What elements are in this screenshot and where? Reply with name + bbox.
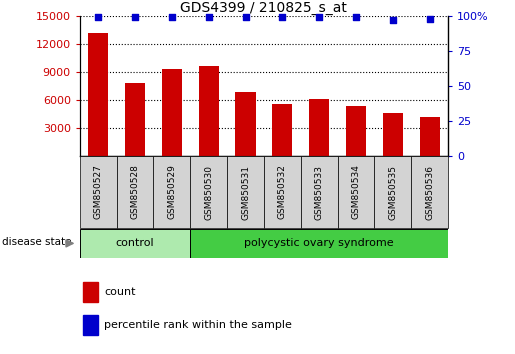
- Text: disease state: disease state: [2, 237, 71, 247]
- Bar: [82, 282, 98, 302]
- FancyBboxPatch shape: [191, 229, 448, 258]
- Text: GSM850531: GSM850531: [241, 165, 250, 219]
- Bar: [272, 104, 293, 156]
- Point: [389, 17, 397, 23]
- Bar: [235, 92, 255, 156]
- Text: GSM850532: GSM850532: [278, 165, 287, 219]
- Text: GSM850536: GSM850536: [425, 165, 434, 219]
- Text: GSM850530: GSM850530: [204, 165, 213, 219]
- FancyBboxPatch shape: [374, 156, 411, 228]
- Bar: [346, 106, 366, 156]
- FancyBboxPatch shape: [301, 156, 338, 228]
- Text: GSM850535: GSM850535: [388, 165, 397, 219]
- FancyBboxPatch shape: [411, 156, 448, 228]
- Bar: [88, 33, 108, 156]
- Bar: [162, 69, 182, 156]
- Text: GSM850527: GSM850527: [94, 165, 102, 219]
- Bar: [420, 116, 440, 156]
- FancyBboxPatch shape: [153, 156, 191, 228]
- Text: polycystic ovary syndrome: polycystic ovary syndrome: [244, 238, 394, 249]
- FancyBboxPatch shape: [80, 156, 116, 228]
- Point: [278, 15, 286, 20]
- Title: GDS4399 / 210825_s_at: GDS4399 / 210825_s_at: [180, 1, 348, 15]
- Point: [315, 15, 323, 20]
- Bar: [309, 99, 329, 156]
- FancyBboxPatch shape: [227, 156, 264, 228]
- FancyBboxPatch shape: [116, 156, 153, 228]
- Point: [204, 15, 213, 20]
- Bar: [82, 315, 98, 335]
- Text: percentile rank within the sample: percentile rank within the sample: [104, 320, 292, 330]
- Text: GSM850533: GSM850533: [315, 165, 323, 219]
- Point: [94, 15, 102, 20]
- FancyBboxPatch shape: [191, 156, 227, 228]
- Bar: [383, 113, 403, 156]
- Text: GSM850529: GSM850529: [167, 165, 176, 219]
- FancyBboxPatch shape: [80, 229, 191, 258]
- Bar: [125, 83, 145, 156]
- Bar: [199, 66, 219, 156]
- Point: [425, 16, 434, 22]
- FancyBboxPatch shape: [338, 156, 374, 228]
- Text: count: count: [104, 287, 135, 297]
- Text: control: control: [116, 238, 154, 249]
- Text: GSM850528: GSM850528: [131, 165, 140, 219]
- FancyBboxPatch shape: [264, 156, 301, 228]
- Point: [242, 15, 250, 20]
- Point: [168, 15, 176, 20]
- Point: [131, 15, 139, 20]
- Point: [352, 15, 360, 20]
- Text: GSM850534: GSM850534: [352, 165, 360, 219]
